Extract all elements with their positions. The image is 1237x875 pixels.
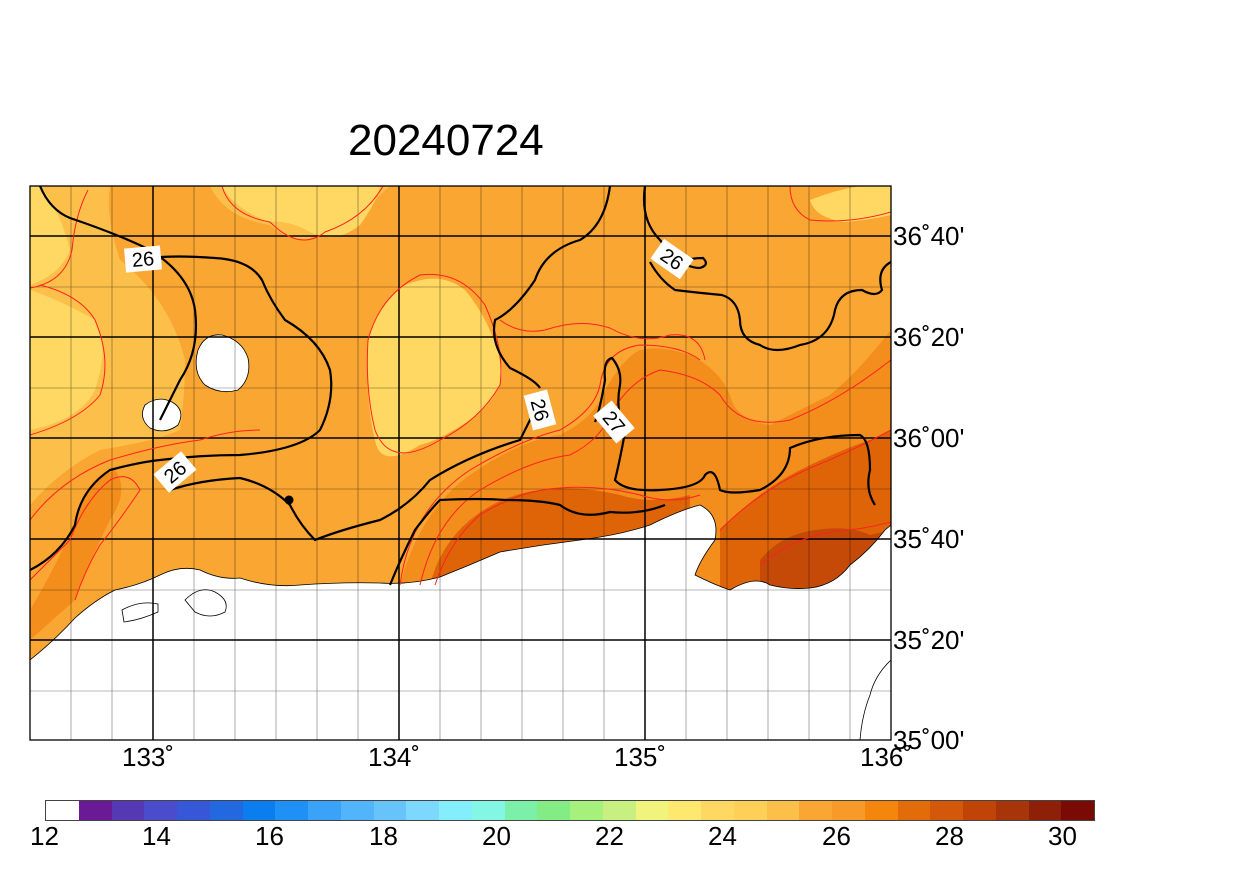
colorbar-tick: 26 <box>822 821 851 851</box>
colorbar-cell <box>144 801 177 820</box>
colorbar-cell <box>78 801 112 820</box>
contours-half-degree <box>30 186 891 601</box>
colorbar-tick: 12 <box>30 821 59 851</box>
contours-full-degree <box>30 186 891 586</box>
colorbar-tick: 30 <box>1048 821 1077 851</box>
lon-label-133: 133˚ <box>122 742 175 772</box>
colorbar-tick: 28 <box>935 821 964 851</box>
color-scale-bar <box>45 800 1095 821</box>
sst-band-25-26-tongue <box>367 278 502 457</box>
colorbar-cell <box>635 801 669 820</box>
lake-outline <box>121 602 159 623</box>
colorbar-tick: 14 <box>142 821 171 851</box>
colorbar-cell <box>275 801 308 820</box>
colorbar-cell <box>46 801 79 820</box>
contour-label-3: 26 <box>523 389 557 431</box>
map-grid <box>30 186 891 740</box>
colorbar-cell <box>242 801 276 820</box>
sst-band-24-25-w <box>30 290 103 430</box>
colorbar-tick: 18 <box>369 821 398 851</box>
colorbar-tick: 22 <box>595 821 624 851</box>
colorbar-cell <box>930 801 963 820</box>
map-frame <box>29 185 892 741</box>
lon-label-135: 135˚ <box>614 742 667 772</box>
colorbar-cell <box>668 801 701 820</box>
colorbar-cell <box>1028 801 1062 820</box>
station-marker <box>284 495 294 505</box>
colorbar-cell <box>373 801 407 820</box>
lat-label-35-20: 35˚20' <box>893 625 965 655</box>
island-dogo <box>195 334 250 393</box>
lon-label-136: 136˚ <box>860 742 913 772</box>
colorbar-cell <box>897 801 931 820</box>
map-grid-major <box>30 186 891 740</box>
axis-ticks <box>886 235 891 641</box>
colorbar-cell <box>832 801 865 820</box>
colorbar-cell <box>602 801 636 820</box>
colorbar-cell <box>471 801 505 820</box>
colorbar-cell <box>995 801 1029 820</box>
colorbar-cell <box>439 801 472 820</box>
coast-outline-se <box>859 659 891 740</box>
contour-label-text: 26 <box>131 248 155 272</box>
colorbar-cell <box>766 801 800 820</box>
colorbar-cell <box>308 801 341 820</box>
colorbar-cell <box>570 801 603 820</box>
colorbar-cell <box>406 801 439 820</box>
lat-label-35-40: 35˚40' <box>893 524 965 554</box>
colorbar-cell <box>111 801 145 820</box>
contour-label-1: 26 <box>124 245 162 273</box>
lat-label-35-00: 35˚00' <box>893 725 965 755</box>
colorbar-cell <box>209 801 243 820</box>
sst-band-24-25-ne <box>810 186 891 222</box>
colorbar-cell <box>963 801 996 820</box>
colorbar-cell <box>701 801 734 820</box>
lat-label-36-00: 36˚00' <box>893 423 965 453</box>
map-title: 20240724 <box>348 116 544 165</box>
colorbar-cell <box>733 801 767 820</box>
peninsula-outline <box>184 589 227 617</box>
colorbar-tick: 20 <box>482 821 511 851</box>
lon-label-134: 134˚ <box>368 742 421 772</box>
colorbar-cell <box>177 801 210 820</box>
sst-band-27-28-w <box>30 470 122 640</box>
colorbar-cell <box>340 801 374 820</box>
lat-label-36-20: 36˚20' <box>893 322 965 352</box>
colorbar-cell <box>504 801 538 820</box>
colorbar-cell <box>1061 801 1094 820</box>
colorbar-tick: 16 <box>255 821 284 851</box>
lat-label-36-40: 36˚40' <box>893 221 965 251</box>
sst-band-24-25-ntop <box>222 186 380 238</box>
colorbar-cell <box>864 801 898 820</box>
land-honshu <box>30 504 891 740</box>
colorbar-tick: 24 <box>708 821 737 851</box>
colorbar-cell <box>537 801 570 820</box>
colorbar-cell <box>799 801 832 820</box>
